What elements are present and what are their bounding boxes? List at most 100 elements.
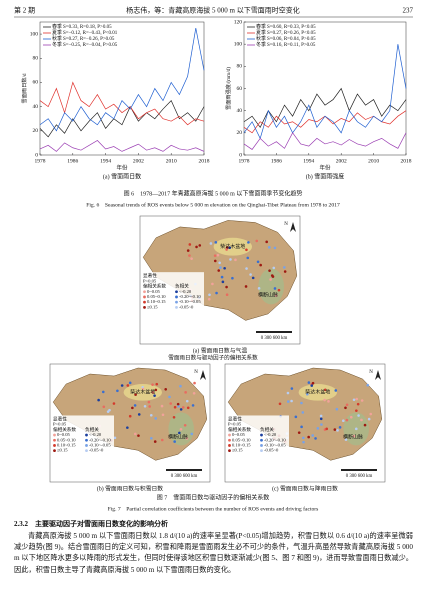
legend-item: -0.20~-0.10 [264, 437, 286, 442]
scale-bar [256, 331, 292, 333]
legend-label: 冬季 [256, 41, 266, 48]
station-dot [128, 381, 132, 385]
x-tick-label: 2010 [166, 158, 177, 164]
station-dot [355, 409, 358, 412]
legend-item: 0~0.05 [147, 289, 161, 294]
station-dot [344, 438, 348, 441]
station-dot [301, 411, 305, 414]
station-dot [294, 415, 298, 419]
station-dot [269, 278, 272, 281]
station-dot [345, 403, 349, 407]
x-tick-label: 1986 [271, 158, 282, 164]
station-dot [245, 248, 248, 252]
fig7-caption-en: Fig. 7 Partial correlation coefficients … [108, 505, 319, 512]
station-dot [325, 427, 329, 431]
station-dot [300, 425, 303, 429]
station-dot [302, 436, 305, 440]
station-dot [366, 383, 370, 387]
station-dot [188, 254, 191, 257]
station-dot [154, 417, 158, 420]
legend-title: 偏相关系数 [228, 426, 251, 433]
x-axis-label: 年份 [319, 163, 331, 171]
issue: 第 2 期 [14, 6, 35, 15]
station-dot [179, 408, 183, 411]
legend-item: -0.05~0 [264, 448, 279, 453]
fig7-caption-cn: 图 7 雪面雨日数与驱动因子的偏相关系数 [157, 493, 270, 501]
station-dot [363, 423, 367, 427]
station-dot [137, 434, 140, 437]
legend-marker [260, 438, 263, 442]
legend-title: 显著性 [53, 416, 67, 423]
station-dot [153, 440, 157, 443]
legend-box [227, 415, 289, 462]
station-dot [151, 383, 154, 386]
station-dot [225, 248, 228, 251]
station-dot [316, 427, 320, 430]
station-dot [277, 288, 281, 292]
y-tick-label: 40 [237, 108, 243, 114]
basin-area [123, 384, 162, 401]
station-dot [183, 424, 187, 427]
legend-item: -0.05~0 [179, 304, 194, 309]
y-tick-label: 0 [239, 152, 242, 158]
station-dot [306, 392, 309, 396]
legend-label: 春季 [52, 23, 62, 30]
y-axis-label: 雪面雨强度/(mm/d) [224, 67, 232, 110]
station-dot [149, 413, 153, 417]
station-dot [246, 256, 250, 260]
station-dot [220, 275, 224, 279]
station-dot [137, 413, 141, 416]
station-dot [360, 399, 364, 402]
station-dot [134, 393, 137, 396]
station-dot [352, 434, 356, 438]
station-dot [268, 269, 271, 272]
region-label: 柴达木盆地 [305, 388, 330, 395]
station-dot [193, 381, 196, 385]
legend-title: 偏相关系数 [143, 283, 166, 290]
station-dot [113, 436, 117, 440]
station-dot [349, 415, 353, 419]
station-dot [108, 408, 111, 412]
station-dot [335, 407, 339, 411]
region-label: 横断山脉 [343, 433, 363, 440]
station-dot [141, 387, 145, 391]
station-dot [274, 294, 278, 297]
station-dot [290, 387, 294, 390]
station-dot [153, 394, 156, 397]
station-dot [173, 440, 176, 443]
legend-label: 秋季 [256, 35, 266, 42]
scale-bar [166, 469, 202, 471]
station-dot [225, 293, 229, 297]
station-dot [356, 402, 360, 406]
legend-item: -0.10~-0.05 [264, 443, 286, 448]
x-tick-label: 2002 [133, 158, 144, 164]
station-dot [143, 404, 147, 408]
x-tick-label: 1994 [100, 158, 111, 164]
legend-label: 冬季 [52, 41, 62, 48]
station-dot [225, 246, 229, 249]
legend-title: P<0.05 [53, 422, 67, 427]
station-dot [148, 405, 151, 408]
station-dot [338, 426, 342, 429]
legend-marker [175, 290, 178, 294]
station-dot [259, 263, 262, 267]
legend-marker [228, 433, 231, 437]
station-dot [221, 280, 225, 284]
station-dot [128, 414, 132, 418]
x-tick-label: 1978 [35, 158, 46, 164]
y-tick-label: 20 [33, 128, 39, 134]
station-dot [223, 266, 226, 270]
legend-marker [260, 449, 263, 453]
legend-stats: S=−0.12, R=−0.43, P<0.01 [63, 31, 118, 36]
legend-label: 夏季 [52, 29, 62, 36]
station-dot [307, 381, 311, 384]
north-arrow [200, 370, 206, 380]
station-dot [133, 404, 137, 407]
station-dot [297, 431, 301, 434]
station-dot [184, 391, 187, 394]
legend-marker [175, 305, 178, 309]
scale-label: 0 300 600 km [346, 474, 373, 479]
station-dot [228, 246, 232, 250]
legend-marker [53, 438, 56, 442]
